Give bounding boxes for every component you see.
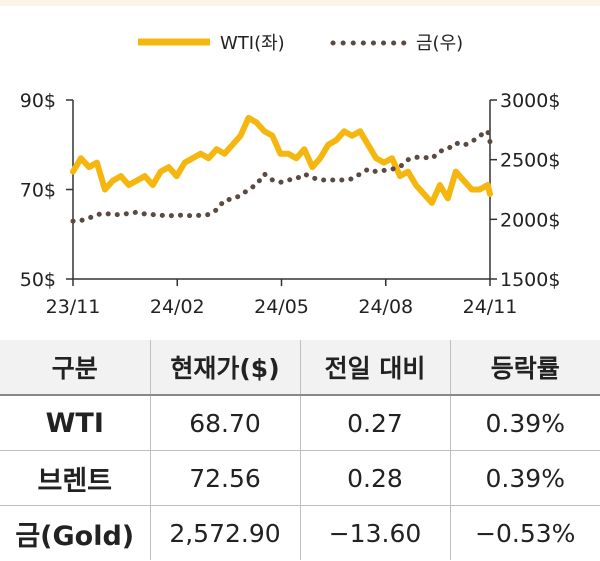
row-change: −13.60: [299, 505, 450, 560]
y-right-tick-label: 2000$: [500, 209, 560, 231]
top-band: [0, 0, 600, 6]
price-table: 구분 현재가($) 전일 대비 등락률 WTI 68.70 0.27 0.39%…: [0, 340, 600, 560]
row-rate: 0.39%: [449, 395, 600, 451]
series-layer: [70, 114, 493, 224]
row-name: WTI: [0, 395, 150, 451]
header-change: 전일 대비: [299, 340, 450, 396]
row-price: 72.56: [149, 450, 300, 506]
row-rate: −0.53%: [449, 505, 600, 560]
row-rate: 0.39%: [449, 450, 600, 506]
table-header-row: 구분 현재가($) 전일 대비 등락률: [0, 340, 600, 396]
row-change: 0.28: [299, 450, 450, 506]
legend-wti-label: WTI(좌): [220, 33, 285, 54]
series-line-gold: [70, 128, 493, 224]
x-tick-label: 24/02: [150, 296, 205, 318]
legend: WTI(좌) 금(우): [138, 33, 463, 54]
header-price: 현재가($): [149, 340, 300, 396]
x-tick-label: 24/11: [463, 296, 518, 318]
line-chart: WTI(좌) 금(우) 90$ 70$ 50$ 3000$ 2500$ 2000$ 1500…: [20, 33, 561, 318]
header-category: 구분: [0, 340, 150, 396]
row-price: 2,572.90: [149, 505, 300, 560]
legend-gold-label: 금(우): [416, 33, 463, 54]
axes: 90$ 70$ 50$ 3000$ 2500$ 2000$ 1500$ 23/11 24/02 2…: [20, 90, 561, 318]
table-row: WTI 68.70 0.27 0.39%: [0, 395, 600, 451]
y-left-tick-label: 50$: [20, 269, 56, 291]
y-right-tick-label: 3000$: [500, 90, 560, 112]
y-left-tick-label: 90$: [20, 90, 56, 112]
table-row: 브렌트 72.56 0.28 0.39%: [0, 450, 600, 506]
header-rate: 등락률: [449, 340, 600, 396]
table-row: 금(Gold) 2,572.90 −13.60 −0.53%: [0, 505, 600, 560]
y-right-tick-label: 2500$: [500, 150, 560, 172]
y-left-tick-label: 70$: [20, 180, 56, 202]
x-tick-label: 24/08: [358, 296, 413, 318]
row-change: 0.27: [299, 395, 450, 451]
series-line-wti: [70, 114, 493, 206]
x-tick-label: 23/11: [46, 296, 101, 318]
row-name: 금(Gold): [15, 520, 135, 552]
y-right-tick-label: 1500$: [500, 269, 560, 291]
row-name: 브렌트: [0, 450, 150, 506]
x-tick-label: 24/05: [254, 296, 309, 318]
row-price: 68.70: [149, 395, 300, 451]
